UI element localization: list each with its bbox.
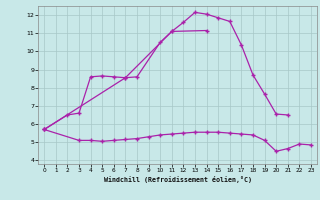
X-axis label: Windchill (Refroidissement éolien,°C): Windchill (Refroidissement éolien,°C) <box>104 176 252 183</box>
